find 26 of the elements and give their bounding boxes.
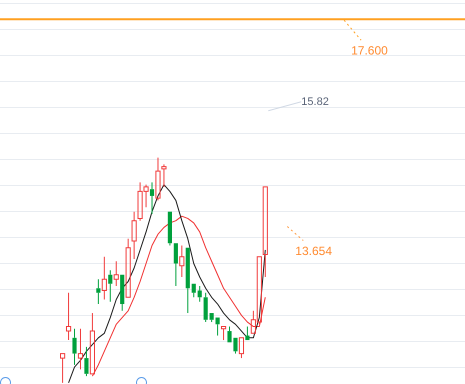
candlestick [126, 238, 131, 298]
candlestick [132, 211, 137, 260]
candlestick [155, 157, 161, 201]
candlestick [84, 346, 89, 377]
candlestick [120, 274, 124, 312]
candlestick [60, 353, 66, 384]
candlestick [108, 270, 112, 302]
candlestick [168, 212, 172, 246]
candlestick [150, 182, 154, 214]
candlestick [161, 164, 167, 188]
candlestick [174, 243, 178, 287]
candlestick [179, 244, 184, 278]
annotation: 13.654 [295, 244, 332, 258]
candlestick [245, 326, 250, 340]
text: 15.82 [301, 96, 329, 108]
candlestick [227, 326, 232, 342]
candlestick [96, 278, 100, 305]
candlestick [78, 328, 84, 370]
candlestick [72, 328, 77, 366]
candlestick [102, 256, 107, 300]
candlestick [220, 326, 226, 341]
candlestick [114, 260, 119, 287]
text: 17.600 [351, 44, 388, 58]
candlestick [216, 318, 220, 336]
candlestick [262, 186, 268, 278]
candlestick [66, 292, 72, 341]
